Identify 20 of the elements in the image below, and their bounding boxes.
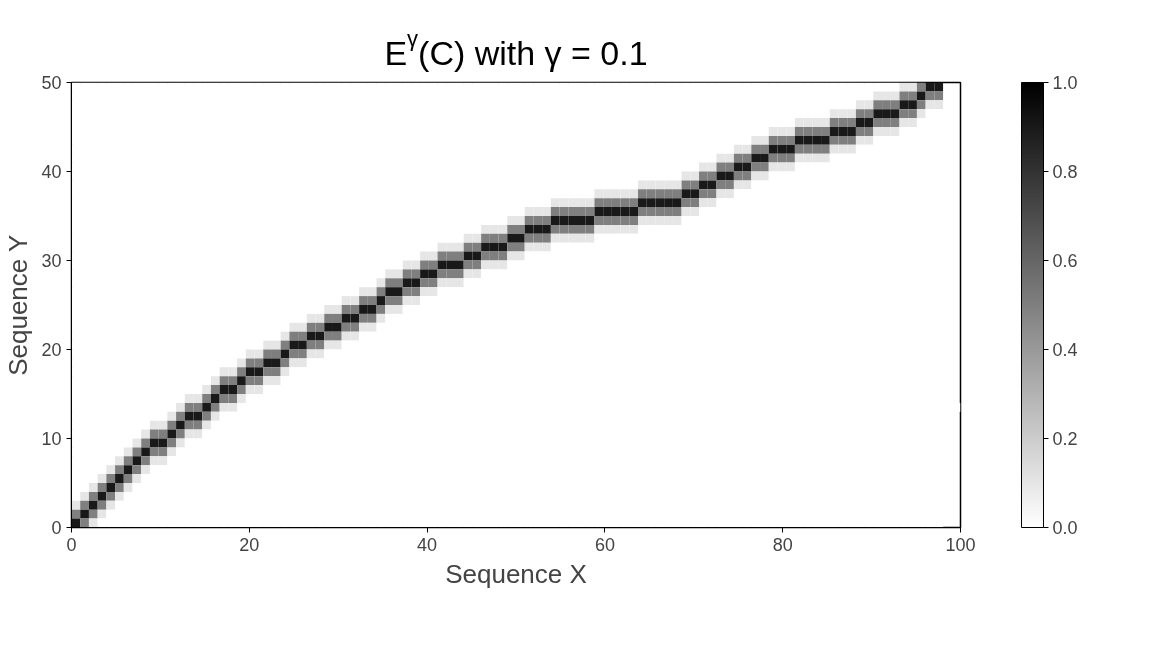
- color-bar-label: 0.2: [1052, 429, 1078, 449]
- color-bar-label: 0.4: [1052, 340, 1078, 360]
- y-tick-label: 40: [41, 162, 62, 182]
- y-axis-title: Sequence Y: [3, 234, 34, 376]
- color-bar-label: 0.0: [1052, 518, 1078, 538]
- x-tick-label: 20: [239, 534, 260, 555]
- x-tick-label: 80: [772, 534, 793, 555]
- x-axis-title: Sequence X: [445, 558, 587, 589]
- color-bar-label: 0.8: [1052, 162, 1078, 182]
- y-tick-label: 30: [41, 251, 62, 271]
- color-bar-label: 0.6: [1052, 251, 1078, 271]
- x-tick-label: 40: [417, 534, 438, 555]
- x-tick-label: 0: [66, 534, 77, 555]
- y-tick-label: 50: [41, 73, 62, 93]
- y-tick-label: 20: [41, 340, 62, 360]
- color-bar-label: 1.0: [1052, 73, 1078, 93]
- y-tick-label: 0: [51, 518, 62, 538]
- x-tick-label: 100: [945, 534, 976, 555]
- y-tick-label: 10: [41, 429, 62, 449]
- x-tick-label: 60: [594, 534, 615, 555]
